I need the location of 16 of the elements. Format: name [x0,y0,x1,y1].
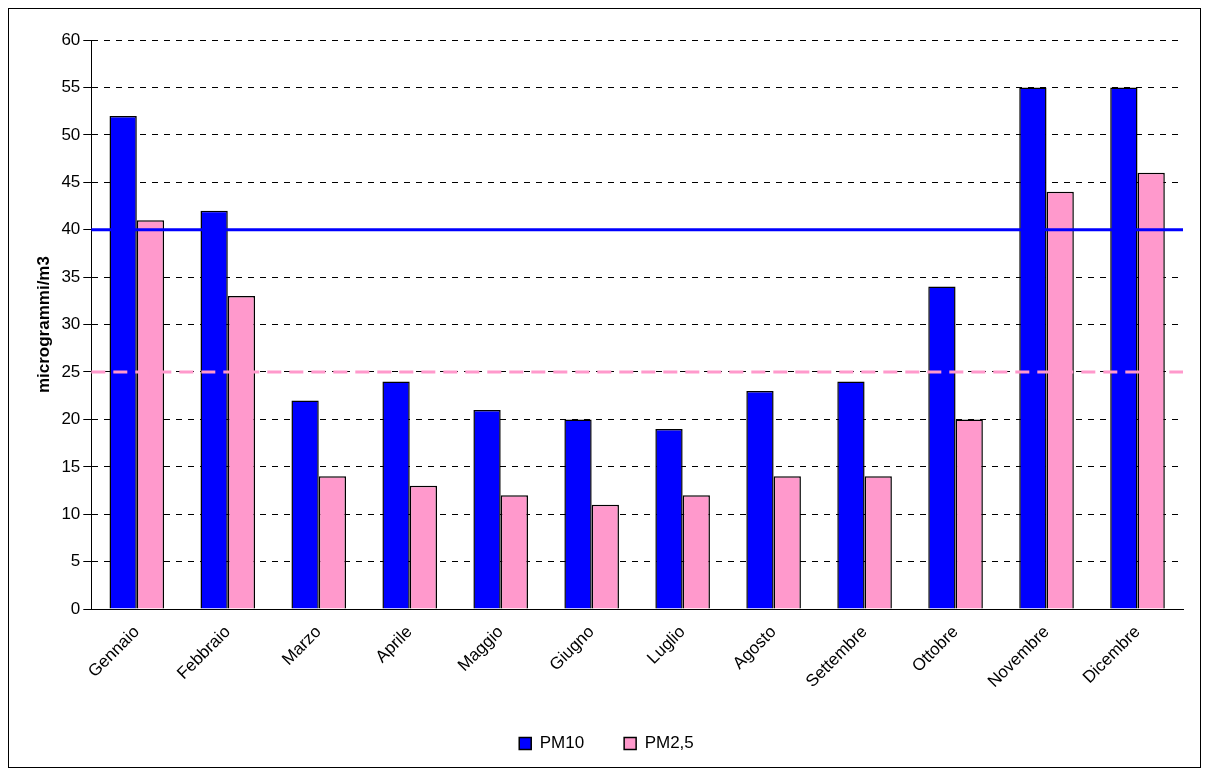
y-axis-title: microgrammi/m3 [33,256,53,394]
y-tick-label: 20 [61,409,81,429]
y-tick-label: 55 [61,77,81,97]
y-tick-label: 45 [61,171,81,191]
y-tick-label: 0 [70,598,81,618]
y-tick-label: 40 [61,219,81,239]
y-tick-label: 5 [70,551,81,571]
y-tick-label: 60 [61,29,81,49]
y-tick-label: 30 [61,314,81,334]
y-tick-label: 35 [61,266,81,286]
y-tick-label: 15 [61,456,81,476]
y-tick-label: 50 [61,124,81,144]
y-tick-label: 25 [61,361,81,381]
y-tick-label: 10 [61,503,81,523]
legend-label: PM2,5 [644,733,694,753]
legend-label: PM10 [539,733,585,753]
